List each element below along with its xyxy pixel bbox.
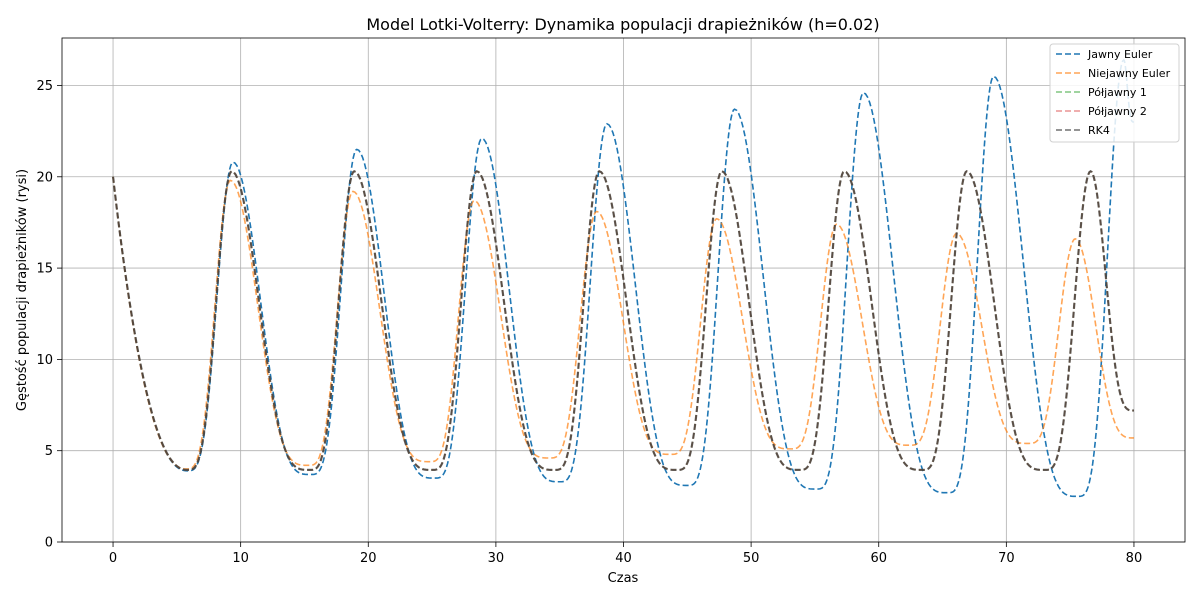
legend: Jawny Euler Niejawny Euler Półjawny 1 Półja… (1049, 43, 1180, 143)
grid-layer (62, 38, 1185, 543)
y-tick-label: 20 (36, 170, 53, 185)
legend-box (1049, 43, 1180, 143)
y-tick-label: 0 (45, 536, 53, 551)
series-layer (111, 58, 1134, 498)
y-tick-label: 25 (36, 79, 53, 94)
legend-label: Półjawny 1 (1088, 86, 1147, 99)
x-tick-label: 10 (232, 551, 249, 566)
x-tick-label: 30 (488, 551, 505, 566)
y-tick-label: 5 (45, 444, 53, 459)
y-tick-label: 15 (36, 262, 53, 277)
legend-label: Jawny Euler (1087, 48, 1153, 61)
legend-label: Niejawny Euler (1088, 67, 1171, 80)
x-tick-label: 50 (743, 551, 760, 566)
x-tick-label: 40 (615, 551, 632, 566)
x-tick-label: 80 (1126, 551, 1143, 566)
series-line (111, 169, 1134, 471)
chart-title: Model Lotki-Volterry: Dynamika populacji… (366, 15, 879, 34)
series-line (112, 176, 1134, 470)
legend-label: RK4 (1088, 124, 1110, 137)
x-tick-label: 70 (998, 551, 1015, 566)
series-line (112, 58, 1134, 498)
y-axis-label: Gęstość populacji drapieżników (rysi) (15, 169, 30, 411)
tick-layer: 0 10 20 30 40 50 60 70 80 0 5 10 15 20 25 (36, 79, 1142, 566)
legend-label: Półjawny 2 (1088, 105, 1147, 118)
x-axis-label: Czas (608, 571, 639, 586)
x-tick-label: 60 (870, 551, 887, 566)
y-tick-label: 10 (36, 353, 53, 368)
x-tick-label: 0 (109, 551, 117, 566)
x-tick-label: 20 (360, 551, 377, 566)
